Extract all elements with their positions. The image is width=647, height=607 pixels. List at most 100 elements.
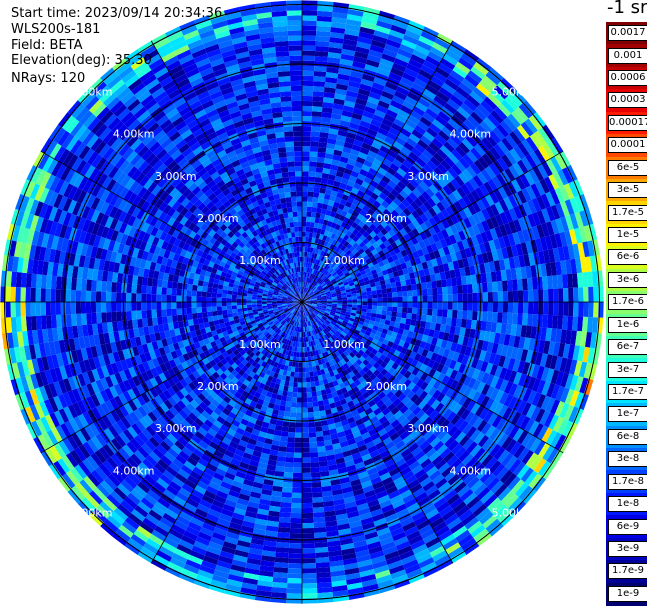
- range-bin-cell: [395, 333, 403, 340]
- range-bin-cell: [427, 103, 441, 115]
- range-bin-cell: [400, 76, 414, 87]
- range-bin-cell: [386, 428, 397, 437]
- range-bin-cell: [344, 271, 350, 277]
- range-bin-cell: [332, 281, 338, 287]
- range-bin-cell: [545, 397, 556, 413]
- range-bin-cell: [320, 317, 326, 323]
- range-bin-cell: [424, 342, 432, 351]
- range-bin-cell: [365, 283, 371, 289]
- range-bin-cell: [369, 223, 377, 231]
- range-bin-cell: [349, 284, 356, 289]
- range-bin-cell: [379, 145, 390, 154]
- range-bin-cell: [400, 448, 412, 459]
- range-bin-cell: [464, 411, 475, 424]
- range-bin-cell: [511, 88, 527, 104]
- range-bin-cell: [352, 235, 360, 243]
- range-bin-cell: [305, 287, 309, 293]
- range-bin-cell: [335, 291, 342, 295]
- range-bin-cell: [315, 426, 323, 433]
- range-bin-cell: [359, 317, 366, 323]
- range-bin-cell: [302, 507, 314, 514]
- range-bin-cell: [582, 272, 589, 288]
- range-bin-cell: [367, 336, 374, 343]
- range-bin-cell: [328, 268, 334, 274]
- range-bin-cell: [560, 372, 570, 388]
- range-bin-cell: [360, 270, 367, 276]
- range-bin-cell: [436, 415, 447, 427]
- range-bin-cell: [467, 256, 475, 267]
- range-bin-cell: [365, 155, 376, 164]
- range-bin-cell: [425, 447, 437, 459]
- range-bin-cell: [318, 260, 323, 267]
- range-bin-cell: [445, 377, 455, 388]
- range-bin-cell: [303, 287, 306, 293]
- range-bin-cell: [496, 343, 504, 356]
- range-bin-cell: [346, 243, 353, 250]
- range-bin-cell: [304, 256, 307, 262]
- range-bin-cell: [456, 353, 465, 364]
- range-bin-cell: [318, 288, 324, 292]
- range-bin-cell: [362, 223, 370, 232]
- range-bin-cell: [458, 172, 469, 184]
- range-bin-cell: [305, 377, 311, 383]
- range-bin-cell: [397, 302, 403, 308]
- range-bin-cell: [538, 442, 551, 459]
- range-bin-cell: [481, 372, 490, 384]
- range-bin-cell: [579, 377, 589, 394]
- range-bin-cell: [312, 318, 317, 324]
- range-bin-cell: [420, 320, 427, 329]
- range-bin-cell: [352, 368, 359, 376]
- range-bin-cell: [407, 381, 416, 391]
- range-bin-cell: [302, 216, 307, 222]
- range-bin-cell: [318, 192, 325, 199]
- range-bin-cell: [311, 482, 322, 488]
- range-bin-cell: [452, 403, 463, 415]
- range-bin-cell: [356, 334, 363, 341]
- range-bin-cell: [493, 106, 508, 121]
- range-bin-cell: [481, 137, 494, 151]
- range-bin-cell: [394, 275, 401, 283]
- range-bin-cell: [472, 292, 478, 302]
- range-bin-cell: [384, 399, 393, 408]
- range-bin-cell: [303, 292, 306, 298]
- range-bin-cell: [317, 249, 322, 256]
- range-bin-cell: [331, 206, 339, 213]
- range-bin-cell: [342, 105, 355, 113]
- range-bin-cell: [327, 51, 342, 59]
- range-bin-cell: [303, 292, 307, 298]
- range-bin-cell: [336, 293, 342, 297]
- range-bin-cell: [422, 295, 428, 302]
- range-bin-cell: [325, 265, 331, 271]
- range-bin-cell: [393, 410, 403, 420]
- range-bin-cell: [331, 239, 338, 246]
- range-bin-cell: [302, 387, 307, 393]
- range-bin-cell: [545, 158, 558, 175]
- range-bin-cell: [486, 113, 501, 128]
- range-bin-cell: [383, 239, 391, 248]
- range-bin-cell: [482, 292, 489, 302]
- range-bin-cell: [348, 153, 358, 162]
- range-bin-cell: [328, 314, 335, 318]
- range-bin-cell: [381, 419, 391, 429]
- range-bin-cell: [310, 457, 319, 463]
- range-bin-cell: [387, 229, 396, 237]
- range-bin-cell: [342, 279, 348, 284]
- range-bin-cell: [365, 362, 373, 370]
- range-bin-cell: [302, 166, 310, 172]
- range-bin-cell: [316, 277, 321, 283]
- range-bin-cell: [443, 451, 455, 463]
- range-bin-cell: [568, 406, 579, 423]
- range-bin-cell: [552, 275, 559, 289]
- range-bin-cell: [302, 412, 309, 418]
- range-bin-cell: [359, 209, 368, 217]
- range-bin-cell: [342, 320, 348, 325]
- range-bin-cell: [437, 110, 451, 123]
- range-bin-cell: [391, 217, 400, 227]
- range-bin-cell: [361, 288, 367, 293]
- range-bin-cell: [407, 296, 413, 302]
- range-bin-cell: [534, 408, 546, 423]
- range-bin-cell: [326, 305, 332, 309]
- range-bin-cell: [542, 314, 549, 328]
- range-bin-cell: [387, 382, 396, 391]
